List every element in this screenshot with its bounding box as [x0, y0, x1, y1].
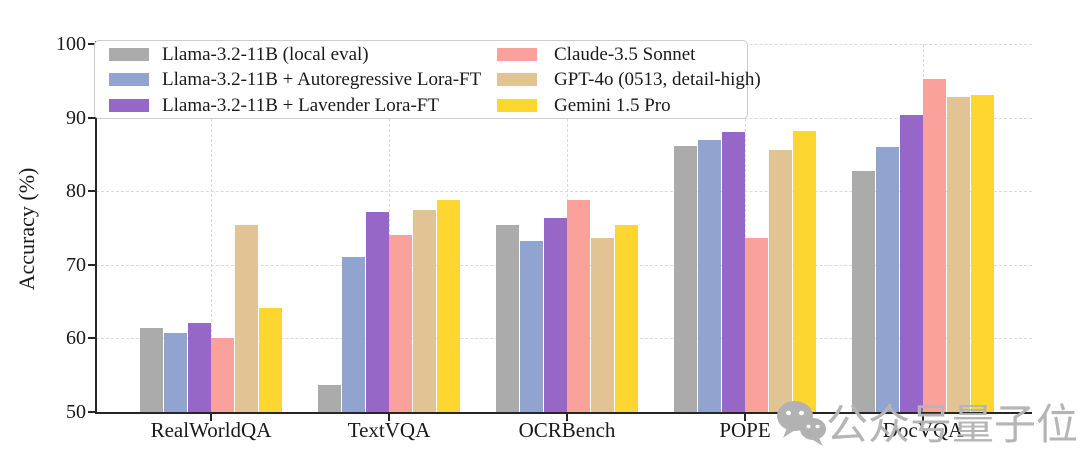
- y-tick-mark: [88, 263, 95, 266]
- bar: [674, 145, 697, 412]
- y-axis-label: Accuracy (%): [14, 167, 39, 291]
- bar: [793, 130, 816, 412]
- x-category-label: DocVQA: [882, 418, 964, 442]
- bar: [413, 210, 437, 412]
- vertical-gridline: [389, 44, 390, 412]
- bar: [496, 225, 519, 412]
- y-tick-mark: [88, 190, 95, 193]
- bar: [259, 308, 282, 412]
- y-tick-label: 100: [56, 33, 86, 55]
- bar: [211, 337, 235, 412]
- bar: [140, 328, 163, 412]
- bar: [318, 384, 341, 412]
- bar: [519, 241, 543, 412]
- legend-label: Claude-3.5 Sonnet: [554, 43, 696, 65]
- legend-label: Llama-3.2-11B + Autoregressive Lora-FT: [162, 69, 482, 91]
- bar: [899, 114, 923, 412]
- y-tick-mark: [88, 116, 95, 119]
- bar: [341, 257, 365, 412]
- bar: [875, 147, 899, 412]
- bar: [745, 238, 769, 412]
- x-category-label: POPE: [719, 418, 771, 442]
- bar: [947, 97, 971, 412]
- bar: [697, 140, 721, 412]
- bar: [591, 238, 615, 412]
- wechat-icon: [775, 398, 827, 453]
- x-tick-mark: [566, 414, 568, 421]
- x-tick-mark: [922, 414, 924, 421]
- x-category-label: TextVQA: [347, 418, 431, 442]
- bar: [769, 149, 793, 412]
- x-category-label: RealWorldQA: [150, 418, 272, 442]
- bar: [567, 200, 591, 412]
- x-tick-mark: [210, 414, 212, 421]
- y-tick-mark: [88, 337, 95, 340]
- x-tick-mark: [388, 414, 390, 421]
- legend-label: Llama-3.2-11B (local eval): [162, 43, 369, 65]
- vertical-gridline: [211, 44, 212, 412]
- legend-label: GPT-4o (0513, detail-high): [554, 69, 761, 91]
- x-axis-line: [95, 412, 1032, 414]
- bar: [615, 225, 638, 412]
- bar: [365, 211, 389, 412]
- bar: [852, 170, 875, 412]
- legend-swatch: [109, 73, 149, 87]
- bar: [235, 225, 259, 412]
- bar: [163, 332, 187, 412]
- bar: [971, 94, 994, 412]
- y-tick-mark: [88, 411, 95, 413]
- x-category-label: OCRBench: [518, 418, 616, 442]
- legend-box: Llama-3.2-11B (local eval) Llama-3.2-11B …: [94, 40, 761, 119]
- y-tick-label: 60: [66, 327, 86, 350]
- legend-label: Llama-3.2-11B + Lavender Lora-FT: [162, 94, 439, 116]
- legend-swatch: [497, 98, 537, 112]
- vertical-gridline: [745, 44, 746, 412]
- watermark-text: 公众号量子位: [826, 403, 1079, 449]
- legend-swatch: [109, 98, 149, 112]
- y-tick-label: 80: [66, 180, 86, 203]
- bar: [437, 200, 460, 412]
- bar: [187, 322, 211, 412]
- bar: [543, 217, 567, 412]
- legend-swatch: [497, 47, 537, 61]
- bar: [389, 234, 413, 412]
- legend-label: Gemini 1.5 Pro: [554, 94, 671, 116]
- y-tick-label: 70: [66, 253, 86, 276]
- legend-swatch: [497, 73, 537, 87]
- bar: [923, 79, 947, 412]
- y-tick-label: 90: [66, 106, 86, 129]
- y-axis-line: [95, 41, 97, 414]
- horizontal-gridline: [96, 191, 1032, 193]
- y-tick-label: 50: [66, 401, 86, 423]
- bar: [721, 131, 745, 412]
- legend-swatch: [109, 47, 149, 61]
- x-tick-mark: [744, 414, 746, 421]
- plot-area: [96, 44, 1032, 412]
- y-tick-mark: [88, 43, 95, 45]
